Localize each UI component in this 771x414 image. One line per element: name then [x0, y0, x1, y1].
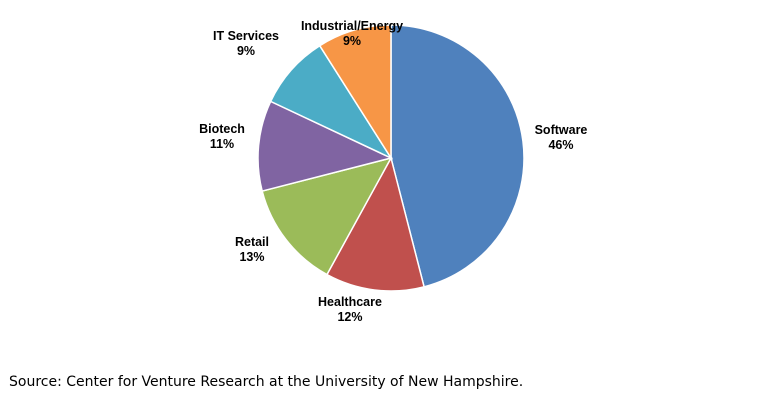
pie-label-it-services: IT Services 9%	[213, 29, 279, 58]
pie-slice-software	[390, 24, 525, 288]
pie-slice-biotech	[257, 100, 394, 192]
pie-chart: Software 46% Healthcare 12% Retail 13% Biotech…	[199, 19, 587, 324]
pie-slices	[257, 24, 525, 292]
pie-slice-healthcare	[325, 155, 425, 292]
pie-labels: Software 46% Healthcare 12% Retail 13% Biotech…	[199, 19, 587, 324]
pie-label-retail: Retail 13%	[235, 235, 269, 264]
source-note: Source: Center for Venture Research at t…	[9, 374, 524, 390]
pie-slice-retail	[261, 156, 393, 276]
pie-label-industrial-energy: Industrial/Energy 9%	[301, 19, 403, 48]
pie-slice-industrial-energy	[318, 24, 392, 161]
pie-label-biotech: Biotech 11%	[199, 122, 245, 151]
pie-label-healthcare: Healthcare 12%	[318, 295, 382, 324]
pie-label-software: Software 46%	[535, 123, 588, 152]
